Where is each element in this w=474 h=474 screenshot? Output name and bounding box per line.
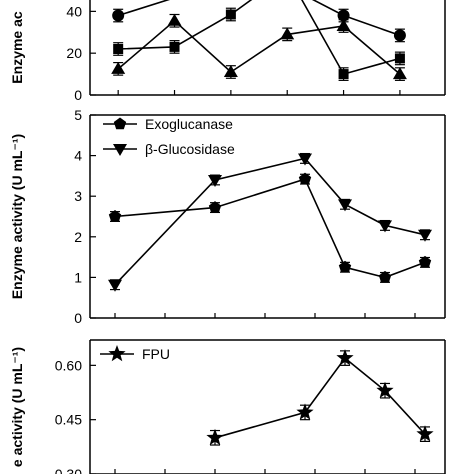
data-point xyxy=(378,270,392,283)
y-tick-label: 2 xyxy=(74,229,82,245)
legend-label: β-Glucosidase xyxy=(145,141,235,157)
y-tick-label: 0 xyxy=(74,87,82,103)
data-point xyxy=(298,153,312,166)
legend-marker xyxy=(113,117,127,130)
y-axis-label: Enzyme ac xyxy=(9,11,25,84)
data-point xyxy=(376,381,394,398)
data-point xyxy=(208,201,222,213)
series-3 xyxy=(111,13,407,81)
series-line xyxy=(114,157,426,286)
legend-entry: Exoglucanase xyxy=(103,116,233,132)
data-point xyxy=(338,199,352,212)
chart-panel-1: 0 20 40 Enzyme ac xyxy=(9,0,446,103)
y-tick-label: 0.45 xyxy=(55,412,82,428)
data-point xyxy=(208,174,222,187)
series-1 xyxy=(112,0,406,43)
legend-marker xyxy=(113,144,127,156)
chart-panel-2: 0 1 2 3 4 5 Enzyme activity (U mL⁻¹) Exoglucana… xyxy=(9,107,446,326)
y-tick-label: 40 xyxy=(66,3,82,19)
y-axis-label: e activity (U mL⁻¹) xyxy=(9,347,25,467)
data-point xyxy=(108,279,122,292)
data-point xyxy=(336,349,354,366)
series-line xyxy=(214,356,426,439)
y-tick-label: 0.60 xyxy=(55,357,82,373)
data-point xyxy=(112,9,125,22)
y-tick-label: 4 xyxy=(74,148,82,164)
data-point xyxy=(111,61,126,74)
y-tick-label: 20 xyxy=(66,45,82,61)
series--glucosidase xyxy=(108,152,432,292)
data-point xyxy=(280,27,295,40)
data-point xyxy=(169,41,180,52)
data-point xyxy=(296,403,314,420)
data-point xyxy=(167,13,182,26)
y-tick-label: 0 xyxy=(74,310,82,326)
legend-marker xyxy=(108,345,126,362)
y-axis-label: Enzyme activity (U mL⁻¹) xyxy=(9,134,25,299)
y-tick-label: 5 xyxy=(74,107,82,123)
data-point xyxy=(416,425,434,442)
data-point xyxy=(206,428,224,446)
data-point xyxy=(338,260,352,273)
data-point xyxy=(223,65,238,77)
data-point xyxy=(418,229,432,242)
data-point xyxy=(298,172,312,185)
data-point xyxy=(378,220,392,233)
data-point xyxy=(338,69,349,80)
legend-entry: β-Glucosidase xyxy=(103,141,235,157)
data-point xyxy=(394,53,405,64)
legend-label: FPU xyxy=(142,346,170,362)
data-point xyxy=(392,67,407,80)
data-point xyxy=(393,29,406,42)
legend-entry: FPU xyxy=(100,345,170,362)
chart-panel-3: 0.30 0.45 0.60 e activity (U mL⁻¹) FPU xyxy=(9,339,446,474)
y-tick-label: 3 xyxy=(74,188,82,204)
data-point xyxy=(108,210,122,222)
data-point xyxy=(113,44,124,54)
series-line xyxy=(114,178,426,279)
data-point xyxy=(337,9,350,22)
y-tick-label: 0.30 xyxy=(55,466,82,474)
series-line xyxy=(117,19,401,75)
series-2 xyxy=(113,0,405,81)
legend-label: Exoglucanase xyxy=(145,116,233,132)
chart-panels: 0 20 40 Enzyme ac 0 1 2 3 4 5 Enzyme activity (U m… xyxy=(9,0,446,474)
series-line xyxy=(118,0,401,76)
series-fpu xyxy=(206,349,434,446)
y-tick-label: 1 xyxy=(74,269,82,285)
data-point xyxy=(336,19,351,31)
series-line xyxy=(117,0,401,37)
data-point xyxy=(225,9,236,20)
data-point xyxy=(418,255,432,268)
series-exoglucanase xyxy=(108,172,432,283)
